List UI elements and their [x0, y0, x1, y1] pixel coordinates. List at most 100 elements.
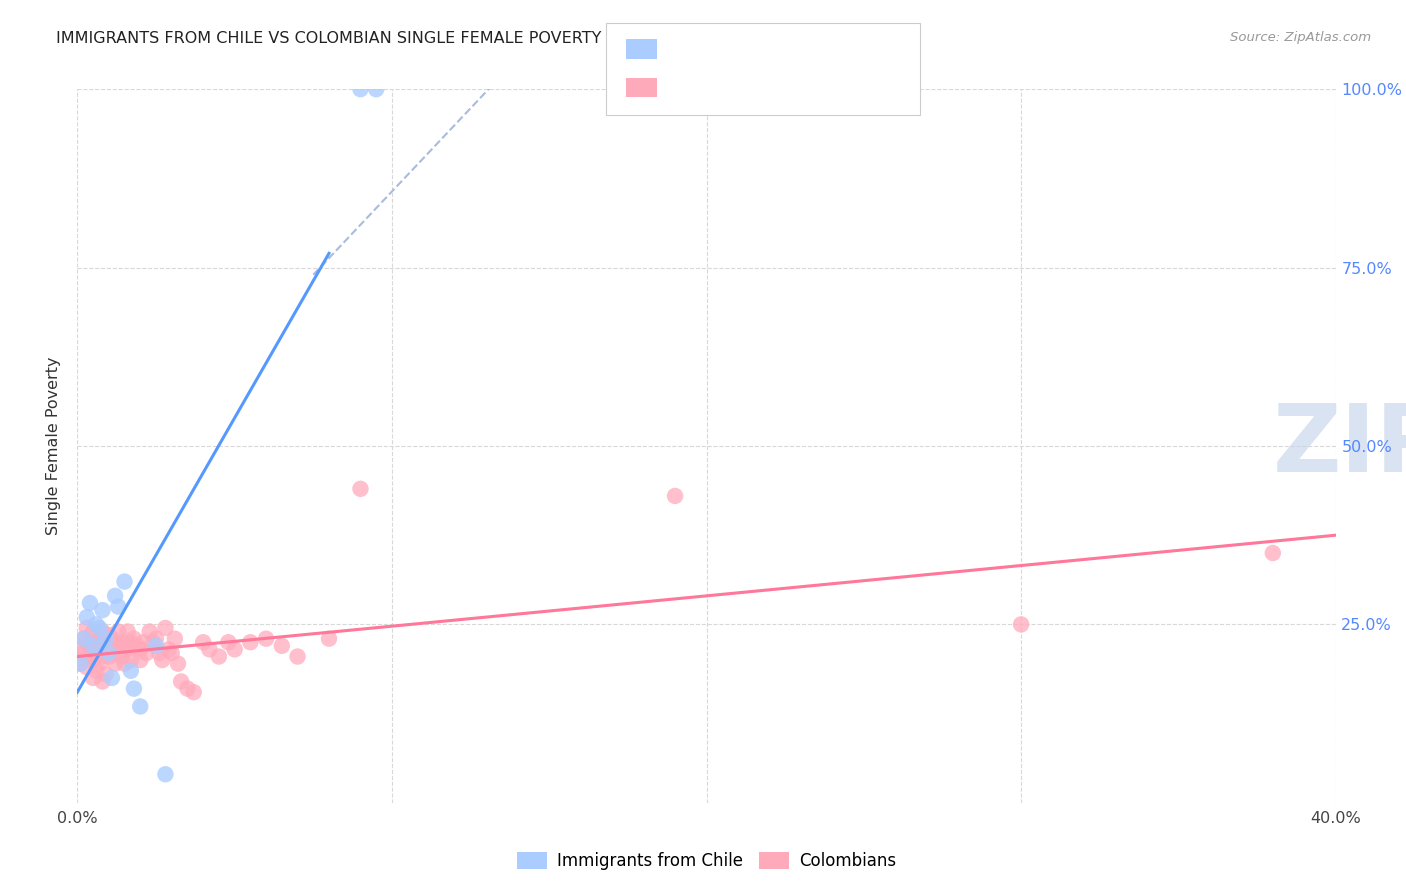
Point — [129, 653, 152, 667]
Point — [270, 639, 292, 653]
Point — [79, 596, 101, 610]
Point — [208, 649, 231, 664]
Point — [69, 657, 91, 671]
Point — [84, 646, 107, 660]
Text: R =: R = — [668, 78, 704, 96]
Text: IMMIGRANTS FROM CHILE VS COLOMBIAN SINGLE FEMALE POVERTY CORRELATION CHART: IMMIGRANTS FROM CHILE VS COLOMBIAN SINGL… — [56, 31, 780, 46]
Point — [349, 482, 371, 496]
Point — [287, 649, 309, 664]
Point — [76, 660, 98, 674]
Point — [82, 671, 104, 685]
Text: 21: 21 — [800, 40, 823, 58]
Point — [97, 649, 120, 664]
Point — [101, 632, 124, 646]
Point — [97, 646, 120, 660]
Point — [82, 624, 104, 639]
Point — [101, 671, 124, 685]
Point — [76, 610, 98, 624]
Point — [107, 599, 129, 614]
Point — [72, 632, 94, 646]
Point — [94, 667, 117, 681]
Point — [89, 632, 111, 646]
Point — [72, 646, 94, 660]
Point — [79, 649, 101, 664]
Point — [97, 642, 120, 657]
Point — [183, 685, 205, 699]
Point — [69, 657, 91, 671]
Point — [157, 642, 180, 657]
Text: 0.355: 0.355 — [700, 78, 752, 96]
Point — [84, 664, 107, 678]
Point — [120, 635, 142, 649]
Point — [176, 681, 198, 696]
Point — [129, 699, 152, 714]
Point — [170, 674, 193, 689]
Point — [91, 674, 114, 689]
Point — [104, 589, 127, 603]
Point — [101, 646, 124, 660]
Point — [79, 639, 101, 653]
Point — [349, 82, 371, 96]
Point — [138, 624, 160, 639]
Point — [110, 635, 132, 649]
Point — [129, 642, 152, 657]
Point — [107, 646, 129, 660]
Point — [84, 617, 107, 632]
Point — [97, 628, 120, 642]
Point — [1261, 546, 1284, 560]
Point — [217, 635, 239, 649]
Point — [150, 653, 173, 667]
Point — [72, 632, 94, 646]
Point — [117, 624, 139, 639]
Point — [224, 642, 246, 657]
Point — [142, 635, 165, 649]
Point — [122, 632, 145, 646]
Point — [89, 642, 111, 657]
Point — [82, 653, 104, 667]
Point — [127, 639, 149, 653]
Point — [155, 767, 177, 781]
Point — [69, 642, 91, 657]
Text: 73: 73 — [800, 78, 824, 96]
Point — [155, 621, 177, 635]
Point — [239, 635, 262, 649]
Point — [145, 632, 167, 646]
Point — [117, 642, 139, 657]
Point — [91, 649, 114, 664]
Text: Source: ZipAtlas.com: Source: ZipAtlas.com — [1230, 31, 1371, 45]
Point — [145, 639, 167, 653]
Text: 0.452: 0.452 — [700, 40, 752, 58]
Point — [110, 649, 132, 664]
Y-axis label: Single Female Poverty: Single Female Poverty — [46, 357, 62, 535]
Point — [664, 489, 686, 503]
Point — [198, 642, 221, 657]
Point — [254, 632, 277, 646]
Point — [148, 646, 170, 660]
Point — [114, 639, 136, 653]
Point — [104, 657, 127, 671]
Point — [366, 82, 388, 96]
Text: ZIP: ZIP — [1272, 400, 1406, 492]
Point — [94, 632, 117, 646]
Point — [114, 657, 136, 671]
Point — [89, 657, 111, 671]
Point — [91, 603, 114, 617]
Point — [91, 624, 114, 639]
Point — [163, 632, 186, 646]
Point — [107, 624, 129, 639]
Point — [89, 621, 111, 635]
Text: R =: R = — [668, 40, 704, 58]
Point — [132, 635, 155, 649]
Text: N =: N = — [766, 78, 803, 96]
Point — [84, 635, 107, 649]
Point — [104, 635, 127, 649]
Point — [76, 635, 98, 649]
Point — [160, 646, 183, 660]
Point — [76, 621, 98, 635]
Point — [167, 657, 190, 671]
Point — [94, 639, 117, 653]
Point — [318, 632, 340, 646]
Text: N =: N = — [766, 40, 803, 58]
Point — [122, 681, 145, 696]
Point — [120, 653, 142, 667]
